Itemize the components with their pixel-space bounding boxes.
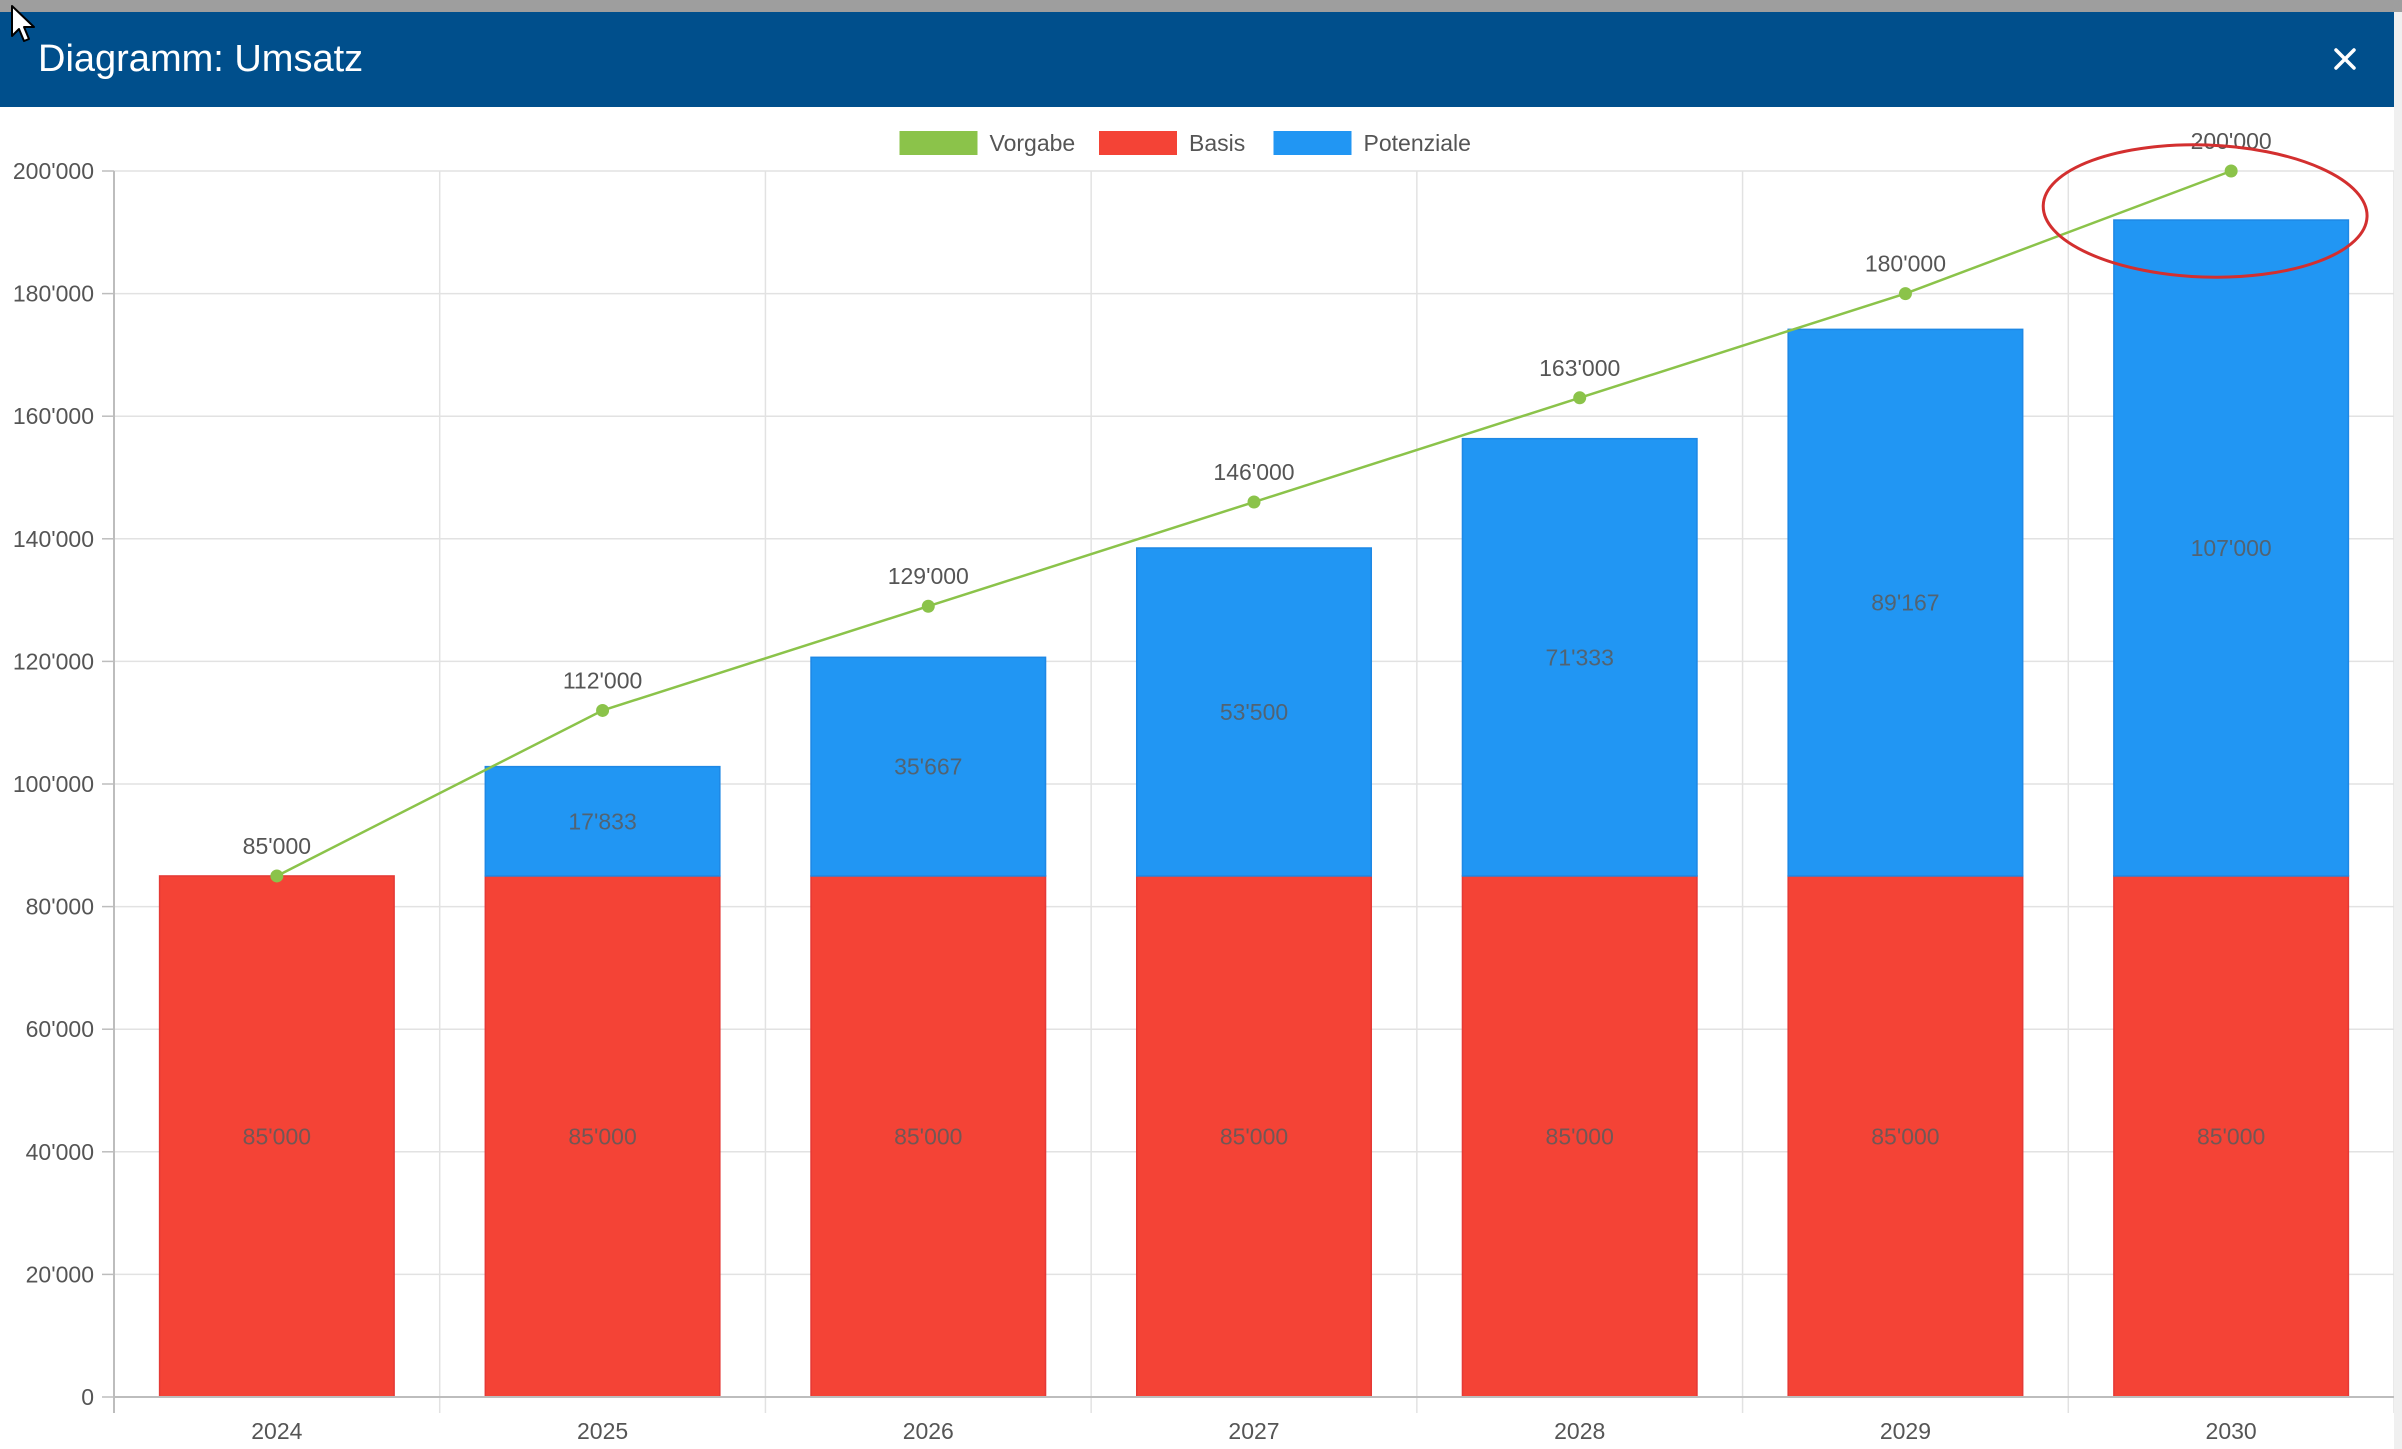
bar-potenziale	[484, 765, 721, 877]
close-icon[interactable]	[2322, 36, 2368, 82]
bar-potenziale	[1787, 328, 2024, 877]
bar-potenziale	[1135, 547, 1373, 877]
window-top-strip	[0, 0, 2402, 12]
y-tick-label: 20'000	[26, 1261, 94, 1287]
vorgabe-value-label: 180'000	[1865, 251, 1946, 277]
umsatz-chart: 85'000 85'000 17'833 85'000 35'667 85'000 53'5…	[13, 128, 2394, 1444]
bar-potenziale	[2113, 219, 2350, 877]
bar-basis	[484, 875, 721, 1398]
bar-potenziale-label: 107'000	[2191, 535, 2272, 561]
chart-axes: 0 20'000 40'000 60'000 80'000 100'000 120'000 1…	[13, 158, 2394, 1444]
vorgabe-value-label: 163'000	[1539, 355, 1620, 381]
vorgabe-point	[1898, 287, 1912, 301]
legend-label-potenziale: Potenziale	[1364, 130, 1471, 156]
vorgabe-point	[596, 703, 610, 717]
legend-swatch-potenziale	[1273, 131, 1352, 155]
bar-basis-label: 85'000	[1546, 1123, 1614, 1149]
y-tick-label: 180'000	[13, 281, 94, 307]
vorgabe-value-label: 85'000	[243, 833, 311, 859]
bar-potenziale-label: 71'333	[1546, 644, 1614, 670]
vorgabe-point	[270, 869, 284, 883]
chart-bars	[158, 219, 2350, 1398]
bar-potenziale	[1461, 437, 1698, 877]
bar-potenziale	[810, 656, 1047, 877]
legend-swatch-basis	[1099, 131, 1177, 155]
dialog-titlebar: Diagramm: Umsatz	[0, 12, 2394, 107]
window-right-edge	[2394, 12, 2402, 1449]
annotation-ellipse	[2041, 143, 2369, 279]
x-tick-label: 2025	[577, 1418, 628, 1444]
vorgabe-value-label: 146'000	[1213, 459, 1294, 485]
bar-potenziale-label: 89'167	[1871, 590, 1939, 616]
bar-value-labels: 85'000 85'000 17'833 85'000 35'667 85'000 53'5…	[243, 535, 2272, 1149]
vorgabe-point	[921, 599, 935, 613]
chart-dialog: Diagramm: Umsatz 85'000 85'000 17'833 85'00…	[0, 12, 2394, 1449]
annotation-group	[2041, 143, 2369, 279]
bar-basis	[1461, 875, 1698, 1398]
x-tick-label: 2029	[1880, 1418, 1931, 1444]
legend-label-basis: Basis	[1189, 130, 1245, 156]
x-tick-label: 2024	[251, 1418, 302, 1444]
vorgabe-point	[1247, 495, 1261, 509]
x-tick-label: 2030	[2206, 1418, 2257, 1444]
x-tick-label: 2027	[1228, 1418, 1279, 1444]
bar-basis	[1787, 875, 2024, 1398]
vorgabe-point	[1573, 391, 1587, 405]
bar-potenziale-label: 53'500	[1220, 699, 1288, 725]
bar-basis-label: 85'000	[1220, 1123, 1288, 1149]
legend-label-vorgabe: Vorgabe	[990, 130, 1076, 156]
x-tick-label: 2026	[903, 1418, 954, 1444]
y-tick-label: 200'000	[13, 158, 94, 184]
y-tick-label: 140'000	[13, 526, 94, 552]
bar-basis-label: 85'000	[568, 1123, 636, 1149]
y-tick-label: 60'000	[26, 1016, 94, 1042]
bar-basis-label: 85'000	[2197, 1123, 2265, 1149]
bar-basis-label: 85'000	[1871, 1123, 1939, 1149]
y-tick-label: 40'000	[26, 1139, 94, 1165]
close-button[interactable]	[2322, 36, 2368, 82]
y-tick-label: 160'000	[13, 403, 94, 429]
vorgabe-point	[2224, 164, 2238, 178]
x-tick-label: 2028	[1554, 1418, 1605, 1444]
bar-basis-label: 85'000	[243, 1123, 311, 1149]
vorgabe-value-label: 112'000	[563, 667, 642, 693]
bar-potenziale-label: 17'833	[568, 808, 636, 834]
bar-basis	[158, 875, 395, 1398]
bar-basis-label: 85'000	[894, 1123, 962, 1149]
chart-legend: Vorgabe Basis Potenziale	[899, 130, 1471, 156]
vorgabe-line-group: 85'000 112'000 129'000 146'000 163'000 180'00…	[243, 128, 2272, 883]
y-tick-label: 120'000	[13, 648, 94, 674]
y-tick-label: 100'000	[13, 771, 94, 797]
bar-basis	[810, 875, 1047, 1398]
y-tick-label: 80'000	[26, 894, 94, 920]
vorgabe-value-label: 129'000	[888, 563, 969, 589]
bar-basis	[1135, 875, 1373, 1398]
dialog-title: Diagramm: Umsatz	[38, 38, 364, 80]
legend-swatch-vorgabe	[899, 131, 978, 155]
bar-basis	[2113, 875, 2350, 1398]
y-tick-label: 0	[81, 1384, 94, 1410]
bar-potenziale-label: 35'667	[894, 754, 962, 780]
